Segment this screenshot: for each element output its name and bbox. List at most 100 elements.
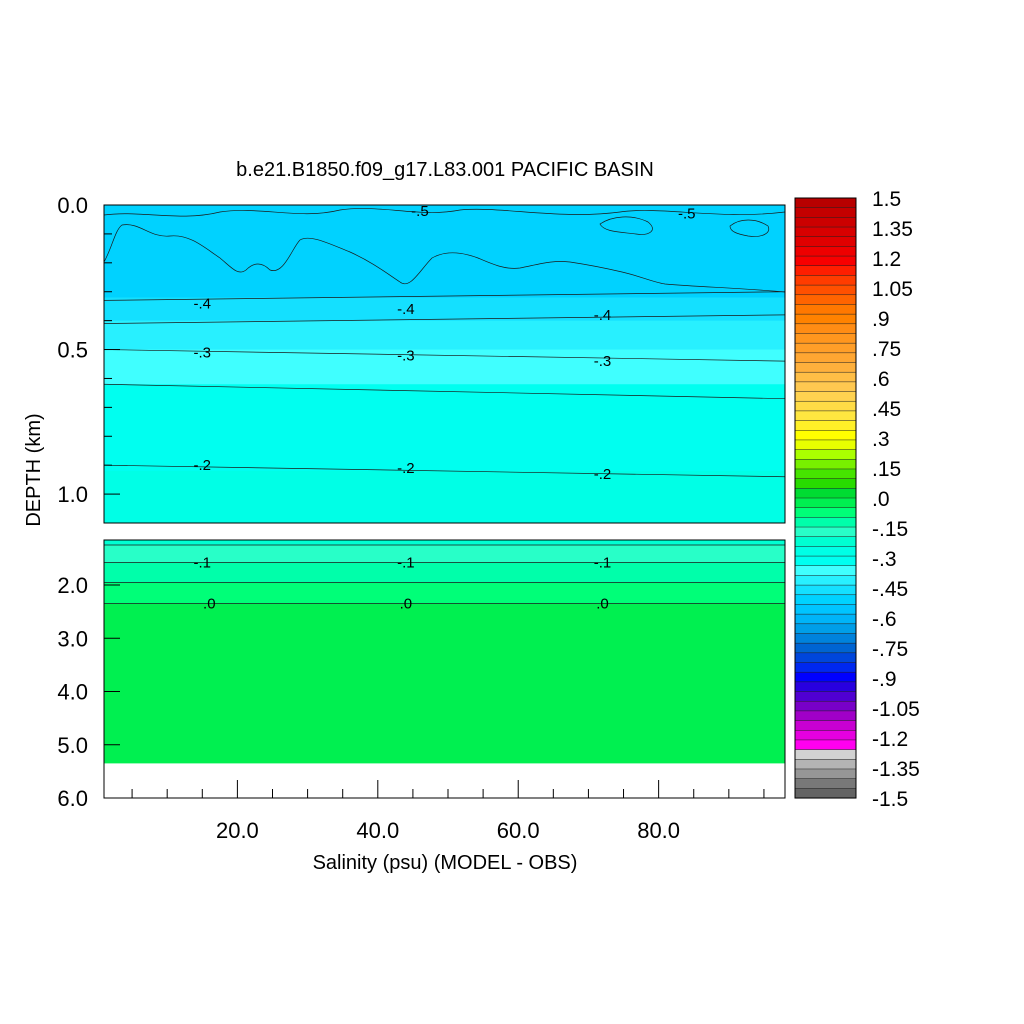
contour-label: -.1 xyxy=(594,555,612,572)
contour-label: -.1 xyxy=(397,555,415,572)
colorbar-swatch xyxy=(794,207,857,218)
field-band xyxy=(104,384,785,472)
near-surface-contours xyxy=(104,208,785,293)
colorbar-tick-label: .9 xyxy=(872,308,890,331)
colorbar-swatch xyxy=(794,333,857,344)
colorbar-swatch xyxy=(794,265,857,276)
colorbar-swatch xyxy=(794,652,857,664)
field-band xyxy=(104,470,785,523)
colorbar-swatch xyxy=(794,536,857,547)
colorbar-swatch xyxy=(794,362,857,373)
colorbar-tick-label: .45 xyxy=(872,398,901,421)
y-tick-label: 1.0 xyxy=(57,482,88,507)
contour-label: -.3 xyxy=(194,344,212,361)
colorbar-tick-label: -1.5 xyxy=(872,788,908,811)
contour-label: -.3 xyxy=(594,353,612,370)
colorbar-swatch xyxy=(794,284,857,296)
colorbar-swatch xyxy=(794,604,857,615)
colorbar-tick-label: -.3 xyxy=(872,548,897,571)
field-band xyxy=(104,297,785,322)
field-band xyxy=(104,603,785,764)
x-tick-label: 40.0 xyxy=(356,818,399,843)
colorbar-swatch xyxy=(794,768,857,780)
colorbar-swatch xyxy=(794,662,857,673)
colorbar-tick-label: .0 xyxy=(872,488,890,511)
contour-label: -.4 xyxy=(194,295,212,312)
colorbar-tick-label: -1.05 xyxy=(872,698,920,721)
colorbar-swatch xyxy=(794,671,857,683)
colorbar-swatch xyxy=(794,710,857,722)
colorbar-swatch xyxy=(794,217,857,228)
colorbar-swatch xyxy=(794,449,857,460)
colorbar-swatch xyxy=(794,226,857,238)
top-panel-field xyxy=(104,205,785,523)
colorbar-tick-label: 1.5 xyxy=(872,188,901,211)
colorbar-tick-label: 1.05 xyxy=(872,278,913,301)
colorbar-swatch xyxy=(794,507,857,518)
colorbar-swatch xyxy=(794,700,857,712)
x-axis-label: Salinity (psu) (MODEL - OBS) xyxy=(313,852,578,874)
field-band xyxy=(104,205,785,299)
colorbar-tick-label: 1.35 xyxy=(872,218,913,241)
colorbar-swatch xyxy=(794,517,857,528)
field-band xyxy=(104,545,785,563)
colorbar-swatch xyxy=(794,642,857,654)
colorbar-swatch xyxy=(794,565,857,576)
colorbar-swatch xyxy=(794,488,857,499)
colorbar-swatch xyxy=(794,439,857,451)
colorbar-swatch xyxy=(794,546,857,557)
y-tick-label: 0.5 xyxy=(57,338,88,363)
colorbar-swatch xyxy=(794,730,857,741)
colorbar-swatch xyxy=(794,420,857,431)
surface-contour-line xyxy=(729,219,770,237)
colorbar-swatch xyxy=(794,459,857,470)
contour-label: .0 xyxy=(596,596,609,613)
colorbar-labels: 1.5 1.35 1.2 1.05 .9 .75 .6 .45 .3 .15 .0 -.15 -.3 -.… xyxy=(872,188,920,811)
colorbar-tick-label: -1.35 xyxy=(872,758,920,781)
colorbar-swatch xyxy=(794,749,857,760)
colorbar-tick-label: .15 xyxy=(872,458,901,481)
y-tick-label: 0.0 xyxy=(57,193,88,218)
chart-title: b.e21.B1850.f09_g17.L83.001 PACIFIC BASI… xyxy=(236,159,654,181)
colorbar-swatch xyxy=(794,313,857,325)
colorbar-swatch xyxy=(794,788,857,799)
contour-label: .0 xyxy=(203,596,216,613)
colorbar-swatch xyxy=(794,236,857,247)
colorbar-swatch xyxy=(794,275,857,286)
y-tick-label: 2.0 xyxy=(57,573,88,598)
colorbar-tick-label: -.75 xyxy=(872,638,908,661)
colorbar-swatch xyxy=(794,526,857,538)
contour-label: -.4 xyxy=(397,301,415,318)
colorbar-swatch xyxy=(794,681,857,693)
x-axis: 20.0 40.0 60.0 80.0 xyxy=(131,780,765,843)
colorbar-tick-label: 1.2 xyxy=(872,248,901,271)
colorbar-swatch xyxy=(794,304,857,315)
y-tick-label: 5.0 xyxy=(57,733,88,758)
colorbar-swatch xyxy=(794,594,857,606)
colorbar-swatch xyxy=(794,294,857,306)
colorbar-swatch xyxy=(794,759,857,770)
colorbar xyxy=(794,197,857,799)
colorbar-swatch xyxy=(794,371,857,383)
colorbar-swatch xyxy=(794,391,857,402)
surface-contour-line xyxy=(104,224,785,293)
bottom-panel-field xyxy=(104,540,785,798)
colorbar-tick-label: .3 xyxy=(872,428,890,451)
surface-contour-line xyxy=(104,208,785,217)
contour-labels: -.5 -.5 -.4 -.4 -.4 -.3 -.3 -.3 -.2 -.2 -.2 -.1 -.1 -… xyxy=(194,203,696,613)
colorbar-swatch xyxy=(794,410,857,422)
colorbar-swatch xyxy=(794,352,857,364)
field-band xyxy=(104,582,785,605)
colorbar-tick-label: -.9 xyxy=(872,668,897,691)
contour-label: -.3 xyxy=(397,347,415,364)
y-tick-label: 4.0 xyxy=(57,680,88,705)
contour-label: -.2 xyxy=(397,460,415,477)
colorbar-swatch xyxy=(794,739,857,751)
field-band xyxy=(104,540,785,546)
x-tick-label: 80.0 xyxy=(637,818,680,843)
bottom-panel-frame xyxy=(103,539,786,799)
colorbar-swatch xyxy=(794,555,857,567)
colorbar-tick-label: .75 xyxy=(872,338,901,361)
colorbar-swatch xyxy=(794,720,857,731)
contour-label: -.4 xyxy=(594,307,612,324)
